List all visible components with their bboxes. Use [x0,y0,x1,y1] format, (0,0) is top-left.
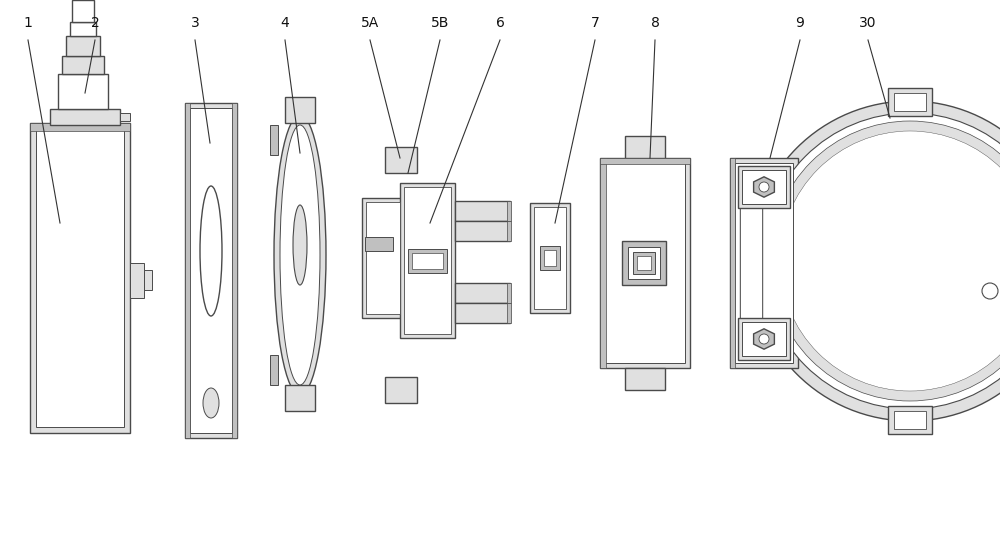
Circle shape [750,101,1000,421]
Ellipse shape [280,125,320,385]
Bar [625,136,665,158]
Bar [628,247,660,279]
Bar [400,183,455,338]
Bar [385,147,417,173]
Bar [408,249,447,273]
Circle shape [762,113,1000,409]
Bar [600,158,606,368]
Text: 30: 30 [859,16,877,30]
Bar [544,250,556,266]
Bar [66,36,100,56]
Bar [72,0,94,22]
Bar [625,368,665,390]
Bar [622,241,666,285]
Text: 5A: 5A [361,16,379,30]
Bar [540,246,560,270]
Bar [600,158,690,164]
Bar [120,113,130,121]
Bar [507,283,511,303]
Bar [742,322,786,356]
Circle shape [770,121,1000,401]
Bar [366,202,400,314]
Bar [507,201,511,221]
Bar [385,377,417,403]
Bar [36,129,124,427]
Bar [30,123,130,131]
Bar [742,170,786,204]
Bar [534,207,566,309]
Bar [600,158,690,368]
Bar [888,88,932,116]
Text: 8: 8 [651,16,659,30]
Bar [507,221,511,241]
Text: 9: 9 [796,16,804,30]
Bar [738,318,790,360]
Bar [404,187,451,334]
Bar [412,253,443,269]
Text: 1: 1 [24,16,32,30]
Text: 6: 6 [496,16,504,30]
Bar [285,385,315,411]
Bar [455,221,510,241]
Bar [232,103,237,438]
Bar [507,303,511,323]
Circle shape [759,182,769,192]
Bar [605,163,685,363]
Circle shape [982,283,998,299]
Bar [455,201,510,221]
Text: 4: 4 [281,16,289,30]
Circle shape [780,131,1000,391]
Bar [365,237,393,251]
Bar [362,198,404,318]
Bar [185,103,190,438]
Bar [270,125,278,155]
Text: 2: 2 [91,16,99,30]
Circle shape [759,334,769,344]
Text: 3: 3 [191,16,199,30]
Bar [130,263,144,298]
Bar [730,158,735,368]
Polygon shape [754,329,774,349]
Ellipse shape [293,205,307,285]
Bar [270,355,278,385]
Bar [455,283,510,303]
Bar [633,252,655,274]
Bar [190,108,232,433]
Bar [285,97,315,123]
Bar [455,303,510,323]
Text: 7: 7 [591,16,599,30]
Bar [894,411,926,429]
Bar [58,74,108,109]
Bar [144,270,152,290]
Polygon shape [754,177,774,197]
Text: 5B: 5B [431,16,449,30]
Ellipse shape [200,186,222,316]
Bar [70,22,96,36]
Bar [894,93,926,111]
Ellipse shape [203,388,219,418]
Bar [730,158,798,368]
Bar [530,203,570,313]
Bar [50,109,120,125]
Bar [738,166,790,208]
Bar [62,56,104,74]
Bar [888,406,932,434]
Ellipse shape [274,115,326,395]
Bar [30,123,130,433]
Bar [185,103,237,438]
Bar [735,163,793,363]
Bar [740,181,762,341]
Bar [740,181,762,341]
Bar [637,256,651,270]
